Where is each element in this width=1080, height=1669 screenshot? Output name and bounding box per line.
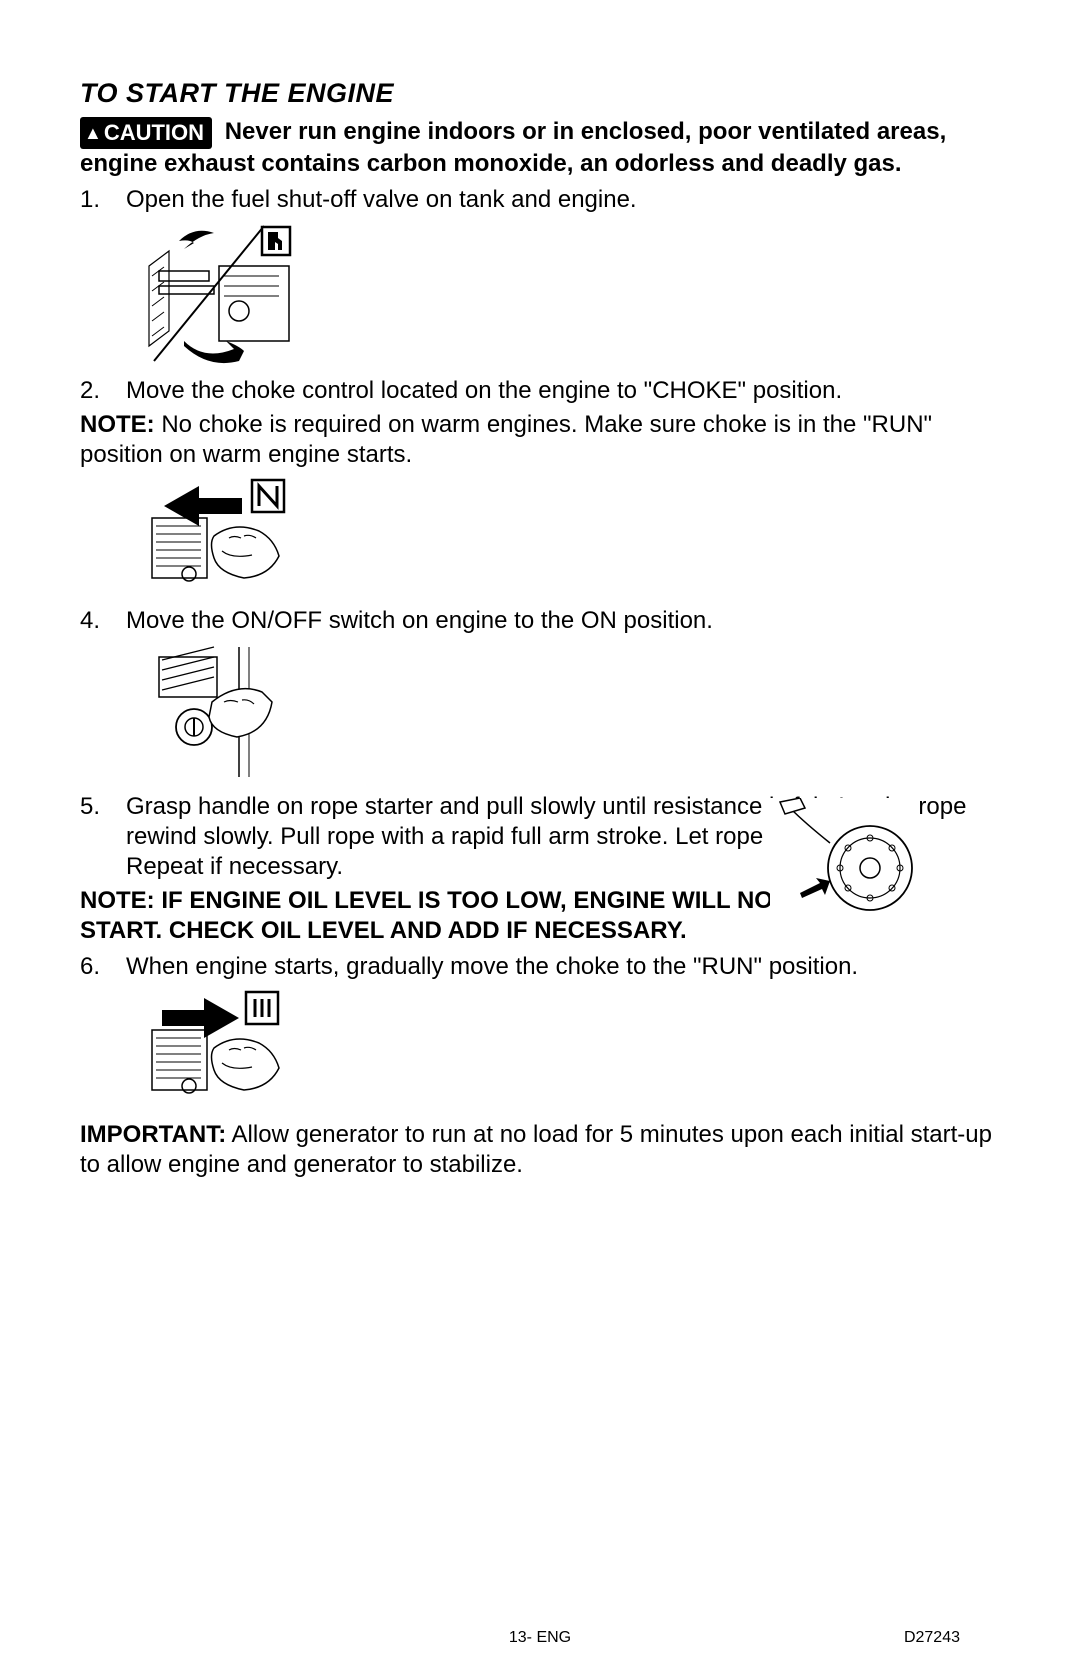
note-text: IF ENGINE OIL LEVEL IS TOO LOW, ENGINE W… <box>80 887 788 944</box>
caution-badge-text: CAUTION <box>104 120 204 145</box>
section-title: TO START THE ENGINE <box>80 78 1000 109</box>
figure-fuel-valve <box>144 221 1000 366</box>
figure-rope-starter <box>770 798 920 923</box>
figure-choke <box>144 476 1000 596</box>
step-text: Move the choke control located on the en… <box>126 376 1000 406</box>
step-6: 6. When engine starts, gradually move th… <box>80 952 1000 982</box>
step-text: When engine starts, gradually move the c… <box>126 952 1000 982</box>
step-number: 2. <box>80 376 126 406</box>
step-2: 2. Move the choke control located on the… <box>80 376 1000 406</box>
note-label: NOTE: <box>80 887 155 914</box>
step-number: 5. <box>80 792 126 882</box>
important-paragraph: IMPORTANT: Allow generator to run at no … <box>80 1120 1000 1180</box>
figure-on-switch <box>144 642 1000 782</box>
step-5-block: 5. Grasp handle on rope starter and pull… <box>80 792 1000 946</box>
note-label: NOTE: <box>80 411 155 438</box>
note-text: No choke is required on warm engines. Ma… <box>80 411 932 468</box>
figure-choke-run <box>144 988 1000 1108</box>
step-text: Open the fuel shut-off valve on tank and… <box>126 185 1000 215</box>
caution-badge: ▲CAUTION <box>80 117 212 149</box>
footer-page-number: 13- ENG <box>509 1629 571 1647</box>
important-label: IMPORTANT: <box>80 1121 226 1148</box>
manual-page: TO START THE ENGINE ▲CAUTION Never run e… <box>0 0 1080 1669</box>
step-1: 1. Open the fuel shut-off valve on tank … <box>80 185 1000 215</box>
step-text: Move the ON/OFF switch on engine to the … <box>126 606 1000 636</box>
footer-doc-id: D27243 <box>904 1629 960 1647</box>
note-choke: NOTE: No choke is required on warm engin… <box>80 410 1000 470</box>
note-oil-level: NOTE: IF ENGINE OIL LEVEL IS TOO LOW, EN… <box>80 886 800 946</box>
caution-paragraph: ▲CAUTION Never run engine indoors or in … <box>80 117 1000 179</box>
step-number: 4. <box>80 606 126 636</box>
warning-triangle-icon: ▲ <box>84 122 102 145</box>
step-number: 6. <box>80 952 126 982</box>
step-number: 1. <box>80 185 126 215</box>
step-4: 4. Move the ON/OFF switch on engine to t… <box>80 606 1000 636</box>
